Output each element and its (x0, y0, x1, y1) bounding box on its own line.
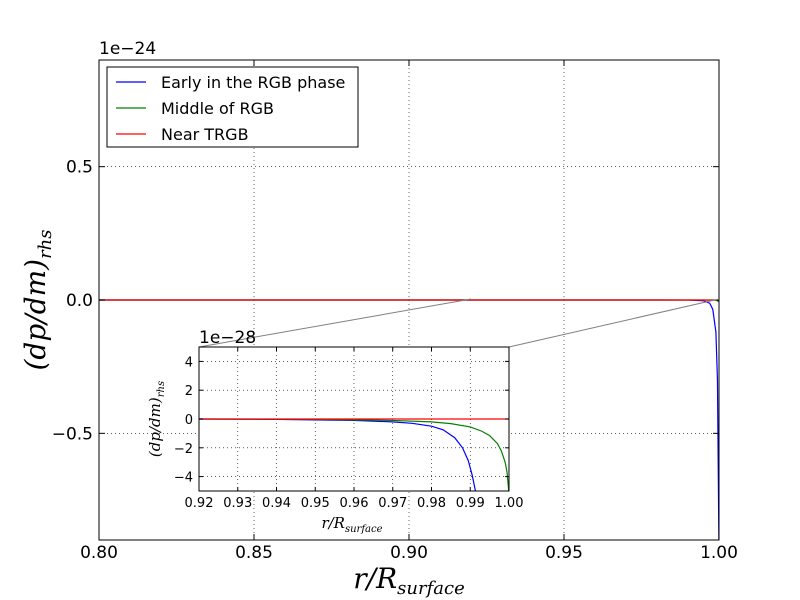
main-y-axis-label: (dp/dm)rhs (19, 229, 56, 370)
inset-x-tick-label-1: 0.93 (223, 496, 252, 511)
svg-text:(dp/dm)rhs: (dp/dm)rhs (19, 229, 56, 370)
inset-x-tick-label-4: 0.96 (340, 496, 369, 511)
main-ticks: 0.80 0.85 0.90 0.95 1.00 0.5 0.0 −0.5 (52, 60, 738, 563)
legend: Early in the RGB phase Middle of RGB Nea… (106, 66, 359, 148)
inset-x-tick-label-3: 0.95 (301, 496, 330, 511)
main-y-tick-label-2: −0.5 (52, 424, 93, 444)
zoom-connector-left (198, 298, 472, 348)
legend-label-near: Near TRGB (161, 125, 249, 144)
svg-text:(dp/dm)rhs: (dp/dm)rhs (146, 381, 167, 457)
inset-y-tick-label-1: 2 (185, 384, 193, 399)
inset-x-tick-label-7: 0.99 (456, 496, 485, 511)
main-y-tick-label-0: 0.5 (66, 158, 93, 178)
inset-x-tick-label-6: 0.98 (417, 496, 446, 511)
inset-x-tick-label-8: 1.00 (495, 496, 524, 511)
inset-x-tick-label-2: 0.94 (262, 496, 291, 511)
main-x-tick-label-1: 0.85 (235, 543, 273, 563)
svg-text:r/Rsurface: r/Rsurface (321, 514, 382, 535)
inset-series-middle (199, 418, 509, 491)
main-x-tick-label-0: 0.80 (80, 543, 118, 563)
svg-text:r/Rsurface: r/Rsurface (353, 562, 464, 599)
legend-label-middle: Middle of RGB (161, 99, 274, 118)
inset-y-axis-label: (dp/dm)rhs (146, 381, 167, 457)
inset-x-tick-label-0: 0.92 (185, 496, 214, 511)
inset-ticks: 0.92 0.93 0.94 0.95 0.96 0.97 0.98 0.99 1.00 4 2 0 −… (174, 347, 524, 511)
zoom-connector-right (508, 298, 720, 348)
inset-plot-lines (199, 418, 509, 491)
legend-label-early: Early in the RGB phase (161, 73, 345, 92)
main-x-axis-label: r/Rsurface (353, 562, 464, 599)
inset-y-tick-label-0: 4 (185, 355, 193, 370)
inset-y-tick-label-2: 0 (185, 413, 193, 428)
inset-y-tick-label-4: −4 (174, 471, 193, 486)
main-y-tick-label-1: 0.0 (66, 291, 93, 311)
main-x-tick-label-4: 1.00 (700, 543, 738, 563)
inset-y-tick-label-3: −2 (174, 442, 193, 457)
inset-x-tick-label-5: 0.97 (378, 496, 407, 511)
main-x-tick-label-3: 0.95 (545, 543, 583, 563)
main-x-tick-label-2: 0.90 (390, 543, 428, 563)
main-offset-text: 1e−24 (99, 39, 156, 59)
legend-box (106, 66, 359, 148)
inset-offset-text: 1e−28 (199, 328, 256, 348)
inset-x-axis-label: r/Rsurface (321, 514, 382, 535)
